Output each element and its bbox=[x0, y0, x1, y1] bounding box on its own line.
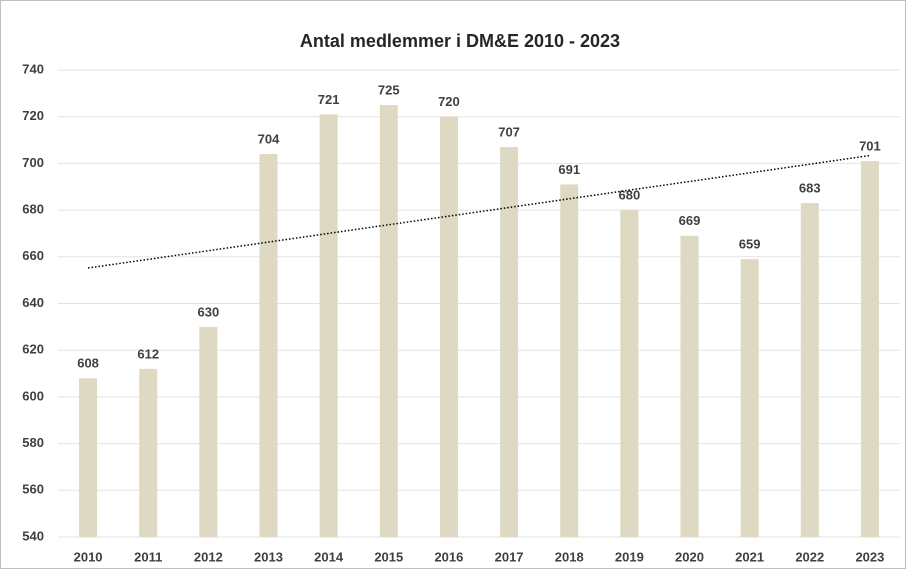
x-tick-label: 2013 bbox=[254, 549, 283, 564]
x-tick-label: 2010 bbox=[74, 549, 103, 564]
y-tick-label: 660 bbox=[22, 248, 44, 263]
bar bbox=[680, 235, 699, 537]
value-label: 701 bbox=[859, 139, 881, 154]
bar bbox=[860, 161, 879, 537]
value-label: 720 bbox=[438, 94, 460, 109]
bar bbox=[319, 114, 338, 538]
y-tick-label: 540 bbox=[22, 528, 44, 543]
bar bbox=[560, 184, 579, 538]
y-tick-label: 700 bbox=[22, 155, 44, 170]
y-tick-label: 720 bbox=[22, 108, 44, 123]
value-label: 707 bbox=[498, 124, 520, 139]
x-tick-label: 2021 bbox=[735, 549, 764, 564]
x-tick-label: 2019 bbox=[615, 549, 644, 564]
x-tick-label: 2014 bbox=[314, 549, 344, 564]
chart-title: Antal medlemmer i DM&E 2010 - 2023 bbox=[300, 31, 620, 51]
x-tick-label: 2022 bbox=[795, 549, 824, 564]
value-label: 630 bbox=[198, 304, 220, 319]
x-tick-label: 2020 bbox=[675, 549, 704, 564]
x-tick-label: 2011 bbox=[134, 549, 162, 564]
bar bbox=[79, 378, 98, 537]
bar bbox=[199, 326, 218, 537]
y-tick-label: 680 bbox=[22, 202, 44, 217]
y-tick-label: 600 bbox=[22, 388, 44, 403]
bar bbox=[740, 259, 759, 537]
y-tick-label: 740 bbox=[22, 61, 44, 76]
x-tick-label: 2017 bbox=[495, 549, 524, 564]
value-label: 721 bbox=[318, 92, 340, 107]
bar bbox=[259, 154, 278, 537]
value-label: 659 bbox=[739, 237, 761, 252]
value-label: 680 bbox=[619, 188, 641, 203]
bar bbox=[800, 203, 819, 537]
x-tick-label: 2012 bbox=[194, 549, 223, 564]
value-label: 683 bbox=[799, 181, 821, 196]
value-label: 608 bbox=[77, 356, 99, 371]
value-label: 669 bbox=[679, 213, 701, 228]
value-label: 704 bbox=[258, 131, 280, 146]
trendline bbox=[87, 154, 871, 269]
x-tick-label: 2023 bbox=[855, 549, 884, 564]
bar bbox=[500, 147, 519, 537]
y-tick-label: 580 bbox=[22, 435, 44, 450]
y-tick-label: 640 bbox=[22, 295, 44, 310]
y-tick-label: 560 bbox=[22, 482, 44, 497]
x-tick-label: 2016 bbox=[434, 549, 463, 564]
bar bbox=[439, 116, 458, 537]
value-label: 725 bbox=[378, 82, 400, 97]
bar bbox=[379, 105, 398, 538]
x-tick-label: 2015 bbox=[374, 549, 403, 564]
value-label: 691 bbox=[558, 162, 580, 177]
x-tick-label: 2018 bbox=[555, 549, 584, 564]
value-label: 612 bbox=[137, 346, 159, 361]
bar bbox=[620, 210, 639, 537]
y-tick-label: 620 bbox=[22, 342, 44, 357]
bar bbox=[139, 368, 158, 537]
